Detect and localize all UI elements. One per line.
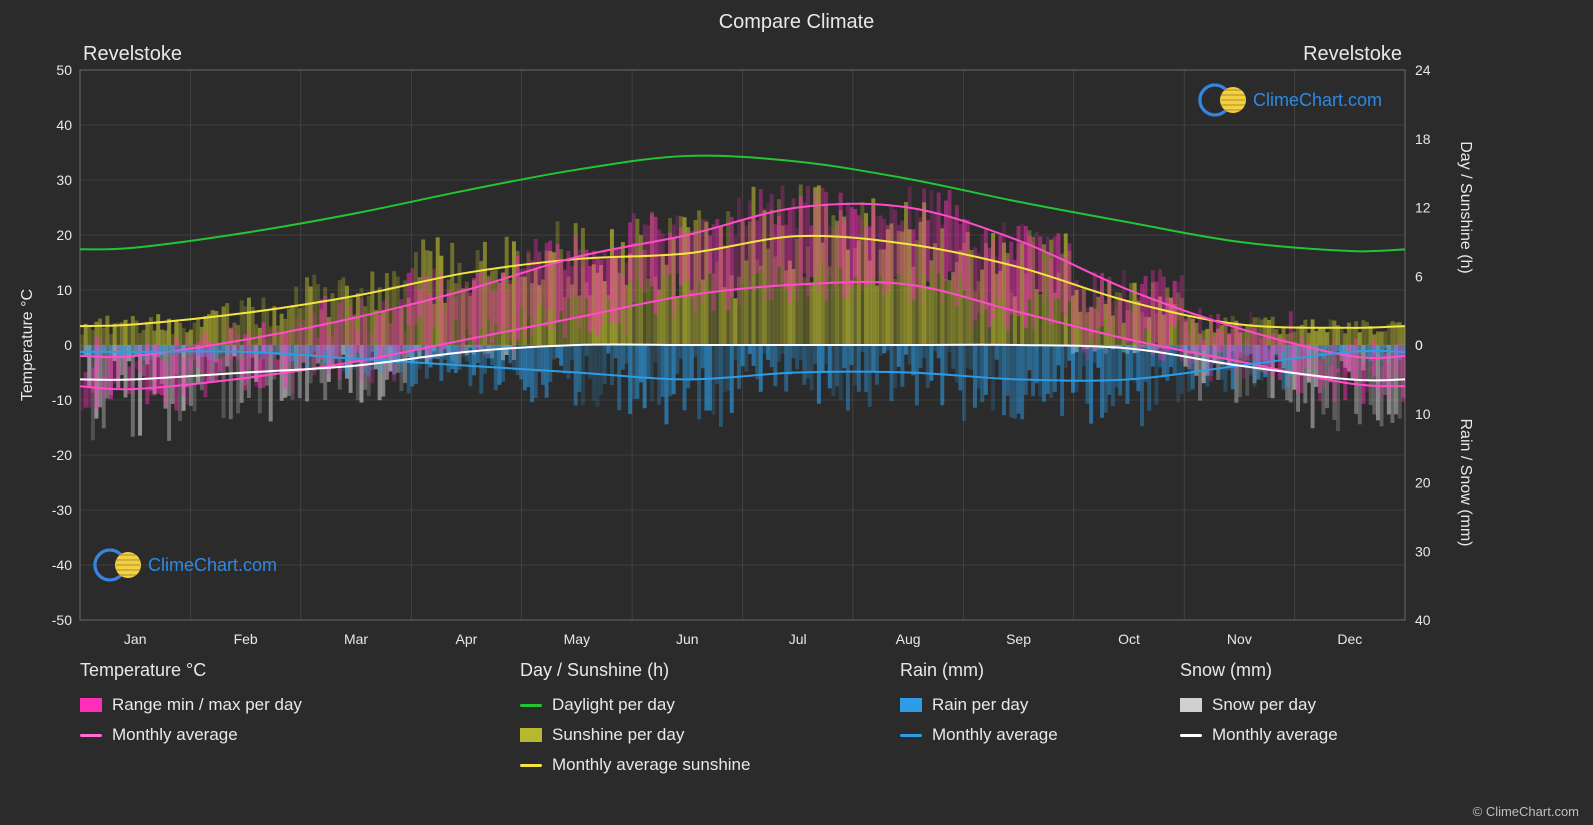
legend-label: Rain per day <box>932 695 1028 715</box>
svg-text:-30: -30 <box>52 502 72 518</box>
svg-text:May: May <box>564 631 590 647</box>
legend-swatch <box>900 698 922 712</box>
legend-item: Monthly average <box>80 725 302 745</box>
svg-text:Apr: Apr <box>456 631 478 647</box>
legend-swatch <box>80 698 102 712</box>
svg-text:10: 10 <box>1415 406 1431 422</box>
legend-item: Monthly average sunshine <box>520 755 750 775</box>
legend-label: Sunshine per day <box>552 725 684 745</box>
svg-text:30: 30 <box>56 172 72 188</box>
svg-text:Compare Climate: Compare Climate <box>719 11 875 33</box>
legend-swatch <box>1180 734 1202 737</box>
legend-column: Temperature °C Range min / max per day Mon… <box>80 660 302 755</box>
legend-label: Range min / max per day <box>112 695 302 715</box>
svg-text:Jun: Jun <box>676 631 699 647</box>
legend-item: Snow per day <box>1180 695 1338 715</box>
svg-text:Feb: Feb <box>234 631 258 647</box>
svg-text:50: 50 <box>56 62 72 78</box>
legend-title: Temperature °C <box>80 660 302 681</box>
legend-swatch <box>520 728 542 742</box>
legend-item: Monthly average <box>900 725 1058 745</box>
legend-title: Day / Sunshine (h) <box>520 660 750 681</box>
svg-text:ClimeChart.com: ClimeChart.com <box>1253 90 1382 110</box>
svg-text:Mar: Mar <box>344 631 368 647</box>
svg-text:Dec: Dec <box>1337 631 1362 647</box>
svg-text:Nov: Nov <box>1227 631 1252 647</box>
legend-column: Day / Sunshine (h) Daylight per day Sunshi… <box>520 660 750 785</box>
svg-text:Oct: Oct <box>1118 631 1140 647</box>
svg-text:0: 0 <box>1415 337 1423 353</box>
legend-label: Monthly average <box>1212 725 1338 745</box>
svg-text:-20: -20 <box>52 447 72 463</box>
legend-item: Rain per day <box>900 695 1058 715</box>
legend-label: Snow per day <box>1212 695 1316 715</box>
svg-text:-40: -40 <box>52 557 72 573</box>
legend-swatch <box>520 764 542 767</box>
legend-item: Range min / max per day <box>80 695 302 715</box>
legend-swatch <box>520 704 542 707</box>
svg-text:0: 0 <box>64 337 72 353</box>
svg-text:40: 40 <box>1415 612 1431 628</box>
svg-text:6: 6 <box>1415 268 1423 284</box>
svg-text:24: 24 <box>1415 62 1431 78</box>
legend-column: Snow (mm) Snow per day Monthly average <box>1180 660 1338 755</box>
legend-label: Monthly average <box>932 725 1058 745</box>
svg-text:Rain / Snow (mm): Rain / Snow (mm) <box>1457 418 1474 546</box>
svg-text:-50: -50 <box>52 612 72 628</box>
legend-label: Daylight per day <box>552 695 675 715</box>
legend-label: Monthly average <box>112 725 238 745</box>
svg-text:Aug: Aug <box>896 631 921 647</box>
legend: Temperature °C Range min / max per day Mon… <box>80 660 1543 817</box>
svg-text:ClimeChart.com: ClimeChart.com <box>148 555 277 575</box>
legend-item: Daylight per day <box>520 695 750 715</box>
svg-text:Sep: Sep <box>1006 631 1031 647</box>
svg-text:10: 10 <box>56 282 72 298</box>
svg-text:30: 30 <box>1415 543 1431 559</box>
svg-text:Jul: Jul <box>789 631 807 647</box>
svg-text:12: 12 <box>1415 200 1431 216</box>
legend-label: Monthly average sunshine <box>552 755 750 775</box>
copyright: © ClimeChart.com <box>1473 804 1579 819</box>
svg-text:Revelstoke: Revelstoke <box>1303 43 1402 65</box>
svg-text:20: 20 <box>1415 475 1431 491</box>
legend-item: Sunshine per day <box>520 725 750 745</box>
svg-text:Revelstoke: Revelstoke <box>83 43 182 65</box>
svg-text:Day / Sunshine (h): Day / Sunshine (h) <box>1457 141 1474 274</box>
legend-title: Rain (mm) <box>900 660 1058 681</box>
legend-swatch <box>80 734 102 737</box>
legend-swatch <box>1180 698 1202 712</box>
legend-item: Monthly average <box>1180 725 1338 745</box>
svg-text:-10: -10 <box>52 392 72 408</box>
svg-text:Jan: Jan <box>124 631 147 647</box>
legend-column: Rain (mm) Rain per day Monthly average <box>900 660 1058 755</box>
legend-title: Snow (mm) <box>1180 660 1338 681</box>
svg-text:40: 40 <box>56 117 72 133</box>
svg-text:Temperature °C: Temperature °C <box>19 289 36 401</box>
svg-text:18: 18 <box>1415 131 1431 147</box>
legend-swatch <box>900 734 922 737</box>
svg-text:20: 20 <box>56 227 72 243</box>
